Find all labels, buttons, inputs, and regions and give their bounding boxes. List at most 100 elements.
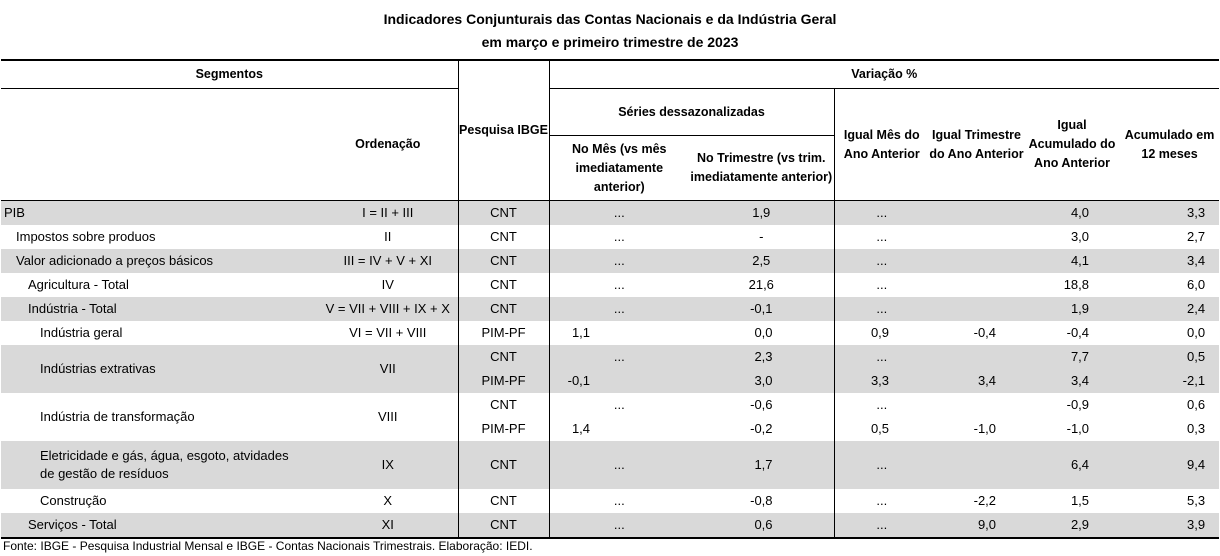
table-row-construcao: Construção X CNT ... -0,8 ... -2,2 1,5 5… — [1, 489, 1219, 513]
table-row-pib: PIB I = II + III CNT ... 1,9 ... 4,0 3,3 — [1, 200, 1220, 225]
header-igual-trimestre: Igual Trimestre do Ano Anterior — [929, 88, 1025, 201]
pesquisa-cell: CNT — [457, 297, 550, 321]
igual-trim-cell — [929, 393, 1024, 417]
ordenacao-cell: IX — [318, 441, 459, 489]
igual-acum-cell: -0,9 — [1066, 397, 1090, 412]
pesquisa-cell: CNT — [457, 273, 550, 297]
igual-trim-cell: -0,4 — [973, 325, 997, 340]
igual-acum-cell: 2,9 — [1024, 513, 1121, 539]
mes-cell: ... — [548, 297, 690, 321]
header-no-mes: No Mês (vs mês imediatamente anterior) — [548, 135, 690, 201]
igual-trim-cell: -1,0 — [973, 421, 997, 436]
table-row-valor-adicionado: Valor adicionado a preços básicos III = … — [1, 249, 1220, 273]
pesquisa-cell: CNT — [457, 393, 550, 417]
ordenacao-cell: VIII — [378, 409, 398, 424]
pesquisa-cell: PIM-PF — [457, 369, 550, 393]
table-row-eletricidade: Eletricidade e gás, água, esgoto, atvida… — [1, 441, 1220, 489]
igual-trim-cell — [929, 225, 1024, 249]
segment-label: PIB — [1, 200, 318, 225]
igual-acum-cell: 1,9 — [1024, 297, 1121, 321]
mes-cell: 1,1 — [548, 321, 690, 345]
ordenacao-cell: VII — [318, 345, 459, 393]
table-row-impostos: Impostos sobre produos II CNT ... - ... … — [1, 225, 1219, 249]
acum12-cell: 0,3 — [1186, 421, 1206, 436]
acum12-cell: 9,4 — [1120, 441, 1220, 489]
pesquisa-cell: PIM-PF — [457, 417, 550, 441]
pesquisa-cell: PIM-PF — [457, 321, 550, 345]
igual-trim-cell — [929, 273, 1024, 297]
ordenacao-cell: III = IV + V + XI — [318, 249, 459, 273]
pesquisa-cell: CNT — [457, 345, 550, 369]
table-row-extrativas-cnt: Indústrias extrativas VII CNT ... 2,3 ..… — [1, 345, 1220, 393]
igual-acum-cell: -0,4 — [1066, 325, 1090, 340]
source-footnote: Fonte: IBGE - Pesquisa Industrial Mensal… — [3, 539, 533, 553]
igual-acum-cell: 6,4 — [1024, 441, 1121, 489]
igual-mes-cell: ... — [833, 225, 930, 249]
ordenacao-cell: I = II + III — [318, 200, 459, 225]
pesquisa-cell: CNT — [457, 441, 550, 489]
igual-trim-cell — [929, 249, 1025, 273]
acum12-cell: -2,1 — [1120, 369, 1220, 393]
header-pesquisa: Pesquisa IBGE — [457, 59, 550, 201]
igual-mes-cell: ... — [833, 297, 930, 321]
segment-label: Valor adicionado a preços básicos — [1, 249, 318, 273]
igual-mes-cell: 0,5 — [833, 417, 930, 441]
igual-acum-cell: 4,1 — [1024, 249, 1121, 273]
igual-mes-cell: ... — [833, 200, 930, 225]
acum12-cell: 0,0 — [1186, 325, 1206, 340]
ordenacao-cell: II — [384, 229, 392, 244]
igual-trim-cell — [929, 200, 1025, 225]
table-row-agricultura: Agricultura - Total IV CNT ... 21,6 ... … — [1, 273, 1219, 297]
segment-label: Indústrias extrativas — [1, 345, 318, 393]
mes-cell: ... — [548, 441, 690, 489]
trim-cell: 0,6 — [689, 513, 835, 539]
table-row-industria-geral: Indústria geral VI = VII + VIII PIM-PF 1… — [1, 321, 1219, 345]
pesquisa-cell: CNT — [457, 200, 550, 225]
trim-cell: 1,9 — [689, 200, 835, 225]
indicators-table: Segmentos Pesquisa IBGE Variação % Orden… — [1, 59, 1220, 539]
ordenacao-cell: X — [383, 493, 393, 508]
acum12-cell: 0,6 — [1186, 397, 1206, 412]
igual-trim-cell: 3,4 — [929, 369, 1025, 393]
header-igual-acumulado: Igual Acumulado do Ano Anterior — [1024, 88, 1121, 201]
table-row-industria-total: Indústria - Total V = VII + VIII + IX + … — [1, 297, 1220, 321]
trim-cell: -0,6 — [750, 397, 773, 412]
segment-label: Indústria geral — [40, 325, 123, 340]
igual-trim-cell — [929, 345, 1025, 369]
trim-cell: -0,1 — [689, 297, 835, 321]
segment-label: Construção — [40, 493, 107, 508]
header-blank — [1, 88, 318, 201]
trim-cell: -0,8 — [750, 493, 773, 508]
pesquisa-cell: CNT — [457, 249, 550, 273]
trim-cell: 0,0 — [754, 325, 773, 340]
trim-cell: 1,7 — [689, 441, 835, 489]
mes-cell: ... — [548, 345, 690, 369]
acum12-cell: 6,0 — [1186, 277, 1206, 292]
mes-cell: -0,1 — [548, 369, 690, 393]
header-acumulado-12: Acumulado em 12 meses — [1120, 88, 1220, 201]
header-ordenacao: Ordenação — [318, 88, 459, 201]
ordenacao-cell: XI — [318, 513, 459, 539]
segment-label: Indústria - Total — [1, 297, 318, 321]
igual-mes-cell: ... — [833, 249, 930, 273]
ordenacao-cell: VI = VII + VIII — [349, 325, 427, 340]
mes-cell: ... — [548, 513, 690, 539]
igual-mes-cell: ... — [833, 489, 930, 513]
segment-label: Eletricidade e gás, água, esgoto, atvida… — [1, 441, 318, 489]
mes-cell: ... — [548, 273, 690, 297]
mes-cell: ... — [548, 489, 690, 513]
igual-mes-cell: ... — [833, 513, 930, 539]
segment-label: Agricultura - Total — [28, 277, 129, 292]
trim-cell: 2,3 — [689, 345, 835, 369]
header-series-dessazonalizadas: Séries dessazonalizadas — [548, 88, 835, 136]
header-igual-mes: Igual Mês do Ano Anterior — [833, 88, 930, 201]
acum12-cell: 3,9 — [1120, 513, 1220, 539]
igual-mes-cell: ... — [833, 393, 930, 417]
igual-acum-cell: 1,5 — [1070, 493, 1090, 508]
pesquisa-cell: CNT — [457, 513, 550, 539]
acum12-cell: 5,3 — [1186, 493, 1206, 508]
mes-cell: ... — [548, 249, 690, 273]
pesquisa-cell: CNT — [457, 225, 550, 249]
igual-mes-cell: ... — [833, 441, 930, 489]
